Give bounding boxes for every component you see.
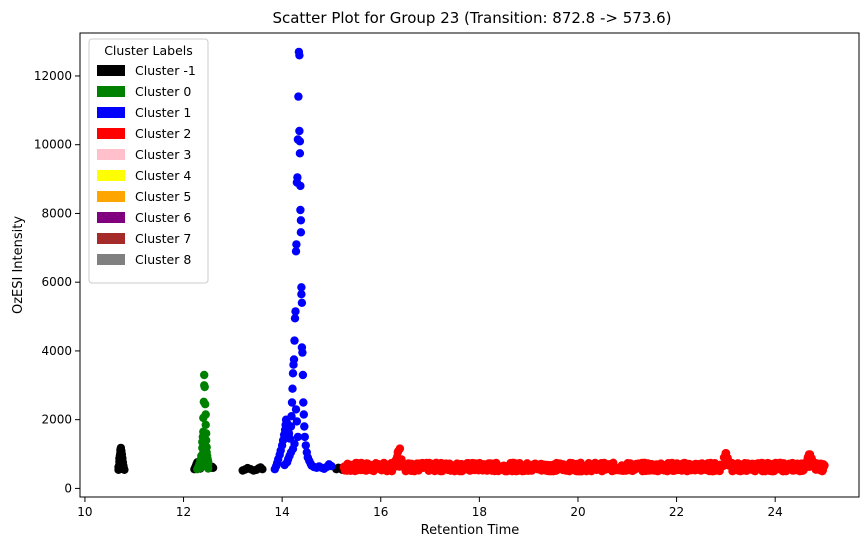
legend-swatch xyxy=(97,128,125,139)
data-point xyxy=(296,181,305,191)
data-point xyxy=(296,205,305,215)
legend-label: Cluster -1 xyxy=(135,63,196,78)
y-tick-label: 2000 xyxy=(41,413,72,427)
legend-label: Cluster 4 xyxy=(135,168,191,183)
data-point xyxy=(297,298,307,307)
data-point xyxy=(296,216,306,225)
data-point xyxy=(280,460,289,470)
data-point xyxy=(301,441,310,450)
data-point xyxy=(288,384,297,393)
x-tick-label: 16 xyxy=(373,505,388,519)
legend-swatch xyxy=(97,212,125,223)
y-tick-label: 12000 xyxy=(34,69,72,83)
data-point xyxy=(200,454,209,463)
data-points xyxy=(114,47,829,476)
data-point xyxy=(295,149,305,158)
plot-frame xyxy=(79,32,860,498)
data-point xyxy=(291,247,301,256)
y-axis-label: OzESI Intensity xyxy=(11,216,26,314)
x-tick-label: 24 xyxy=(768,505,783,519)
data-point xyxy=(201,420,210,429)
x-axis: 10 12 14 16 18 20 22 24 xyxy=(77,497,783,519)
y-tick-label: 0 xyxy=(64,481,72,495)
data-point xyxy=(258,465,267,474)
legend-swatch xyxy=(97,233,125,244)
legend-label: Cluster 2 xyxy=(135,126,191,141)
data-point xyxy=(288,369,298,378)
legend-swatch xyxy=(97,254,125,265)
data-point xyxy=(120,465,129,474)
data-point xyxy=(196,463,205,472)
x-tick-label: 14 xyxy=(275,505,290,519)
data-point xyxy=(200,370,209,380)
legend-label: Cluster 7 xyxy=(135,231,191,246)
data-point xyxy=(298,348,307,357)
data-point xyxy=(292,417,302,426)
y-tick-label: 10000 xyxy=(34,138,72,152)
legend-label: Cluster 1 xyxy=(135,105,191,120)
data-point xyxy=(204,464,213,473)
data-point xyxy=(299,398,308,407)
legend-swatch xyxy=(97,170,125,181)
legend-swatch xyxy=(97,149,125,160)
x-tick-label: 18 xyxy=(472,505,487,519)
data-point xyxy=(202,436,211,445)
data-point xyxy=(820,461,829,470)
legend-label: Cluster 3 xyxy=(135,147,191,162)
legend-label: Cluster 8 xyxy=(135,252,191,267)
data-point xyxy=(292,240,301,249)
data-point xyxy=(201,410,210,419)
data-point xyxy=(290,336,299,345)
legend-swatch xyxy=(97,191,125,202)
data-point xyxy=(299,410,308,419)
y-tick-label: 6000 xyxy=(41,275,72,289)
legend-swatch xyxy=(97,65,125,76)
data-point xyxy=(287,398,297,407)
data-point xyxy=(295,51,304,60)
legend-label: Cluster 5 xyxy=(135,189,191,204)
data-point xyxy=(286,422,296,431)
data-point xyxy=(300,432,309,442)
data-point xyxy=(293,432,303,442)
y-tick-label: 8000 xyxy=(41,206,72,220)
data-point xyxy=(295,137,305,146)
legend-swatch xyxy=(97,86,125,97)
data-point xyxy=(293,173,302,182)
data-point xyxy=(294,92,303,101)
y-tick-label: 4000 xyxy=(41,344,72,358)
data-point xyxy=(201,400,210,409)
x-axis-label: Retention Time xyxy=(421,523,520,538)
data-point xyxy=(327,461,336,471)
data-point xyxy=(291,405,301,414)
data-point xyxy=(297,290,306,299)
data-point xyxy=(290,314,300,323)
legend-label: Cluster 0 xyxy=(135,84,191,99)
x-tick-label: 20 xyxy=(570,505,585,519)
data-point xyxy=(298,370,308,380)
legend-title: Cluster Labels xyxy=(104,43,193,58)
data-point xyxy=(291,307,300,316)
data-point xyxy=(300,422,309,431)
x-tick-label: 22 xyxy=(669,505,684,519)
data-point xyxy=(287,412,296,421)
data-point xyxy=(297,283,306,292)
data-point xyxy=(295,126,304,136)
x-tick-label: 12 xyxy=(176,505,191,519)
legend-label: Cluster 6 xyxy=(135,210,191,225)
legend-swatch xyxy=(97,107,125,118)
chart-title: Scatter Plot for Group 23 (Transition: 8… xyxy=(272,9,671,27)
y-axis: 0 2000 4000 6000 8000 10000 12000 xyxy=(34,69,80,495)
legend: Cluster Labels Cluster -1 Cluster 0 Cluster… xyxy=(88,38,209,284)
data-point xyxy=(202,429,211,438)
data-point xyxy=(200,382,209,392)
data-point xyxy=(289,355,299,364)
x-tick-label: 10 xyxy=(77,505,92,519)
data-point xyxy=(296,228,306,237)
data-point xyxy=(395,444,405,453)
